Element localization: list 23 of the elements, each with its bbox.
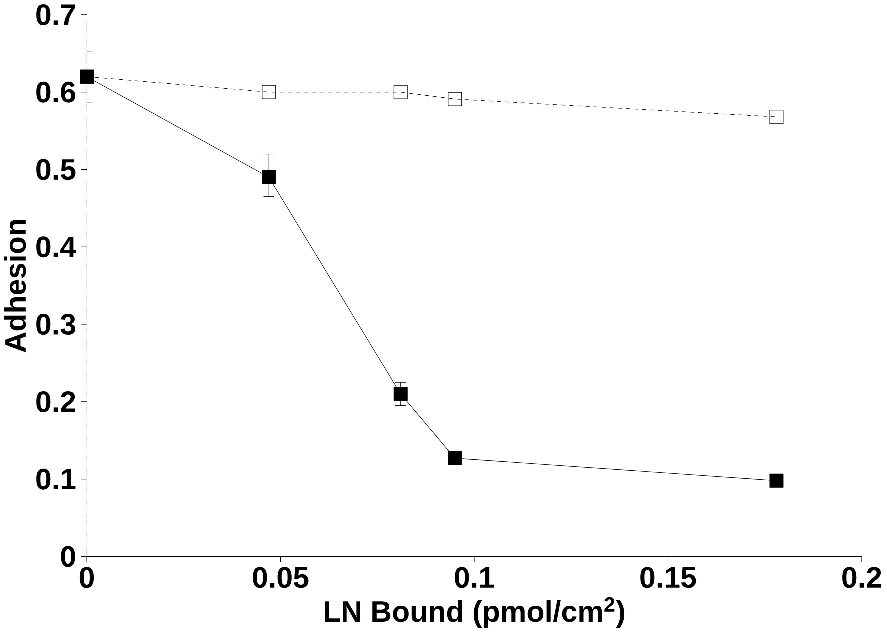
y-tick-label: 0.6 — [36, 82, 76, 104]
point — [448, 452, 462, 466]
y-tick-label: 0.5 — [36, 159, 76, 180]
x-tick-label: 0 — [80, 567, 94, 588]
y-tick-label: 0.7 — [36, 4, 76, 26]
y-tick-label: 0.1 — [36, 469, 76, 490]
y-tick-label: 0.3 — [36, 314, 76, 336]
point — [394, 86, 408, 100]
x-tick-label: 0.1 — [455, 567, 494, 588]
point — [770, 110, 784, 124]
point — [394, 387, 408, 402]
y-tick-label: 0.2 — [36, 392, 76, 413]
point — [262, 170, 276, 185]
y-tick-label: 0.4 — [36, 236, 76, 258]
point — [770, 474, 784, 488]
x-tick-label: 0.15 — [640, 567, 696, 588]
y-axis-title: Adhesion — [4, 220, 26, 353]
point — [262, 86, 276, 100]
x-tick-label: 0.2 — [842, 567, 882, 588]
x-axis-title: LN Bound (pmol/cm$^{2}$) — [325, 598, 624, 628]
x-tick-label: 0.05 — [253, 567, 309, 588]
point — [448, 92, 462, 107]
y-tick-label: 0 — [61, 546, 76, 568]
